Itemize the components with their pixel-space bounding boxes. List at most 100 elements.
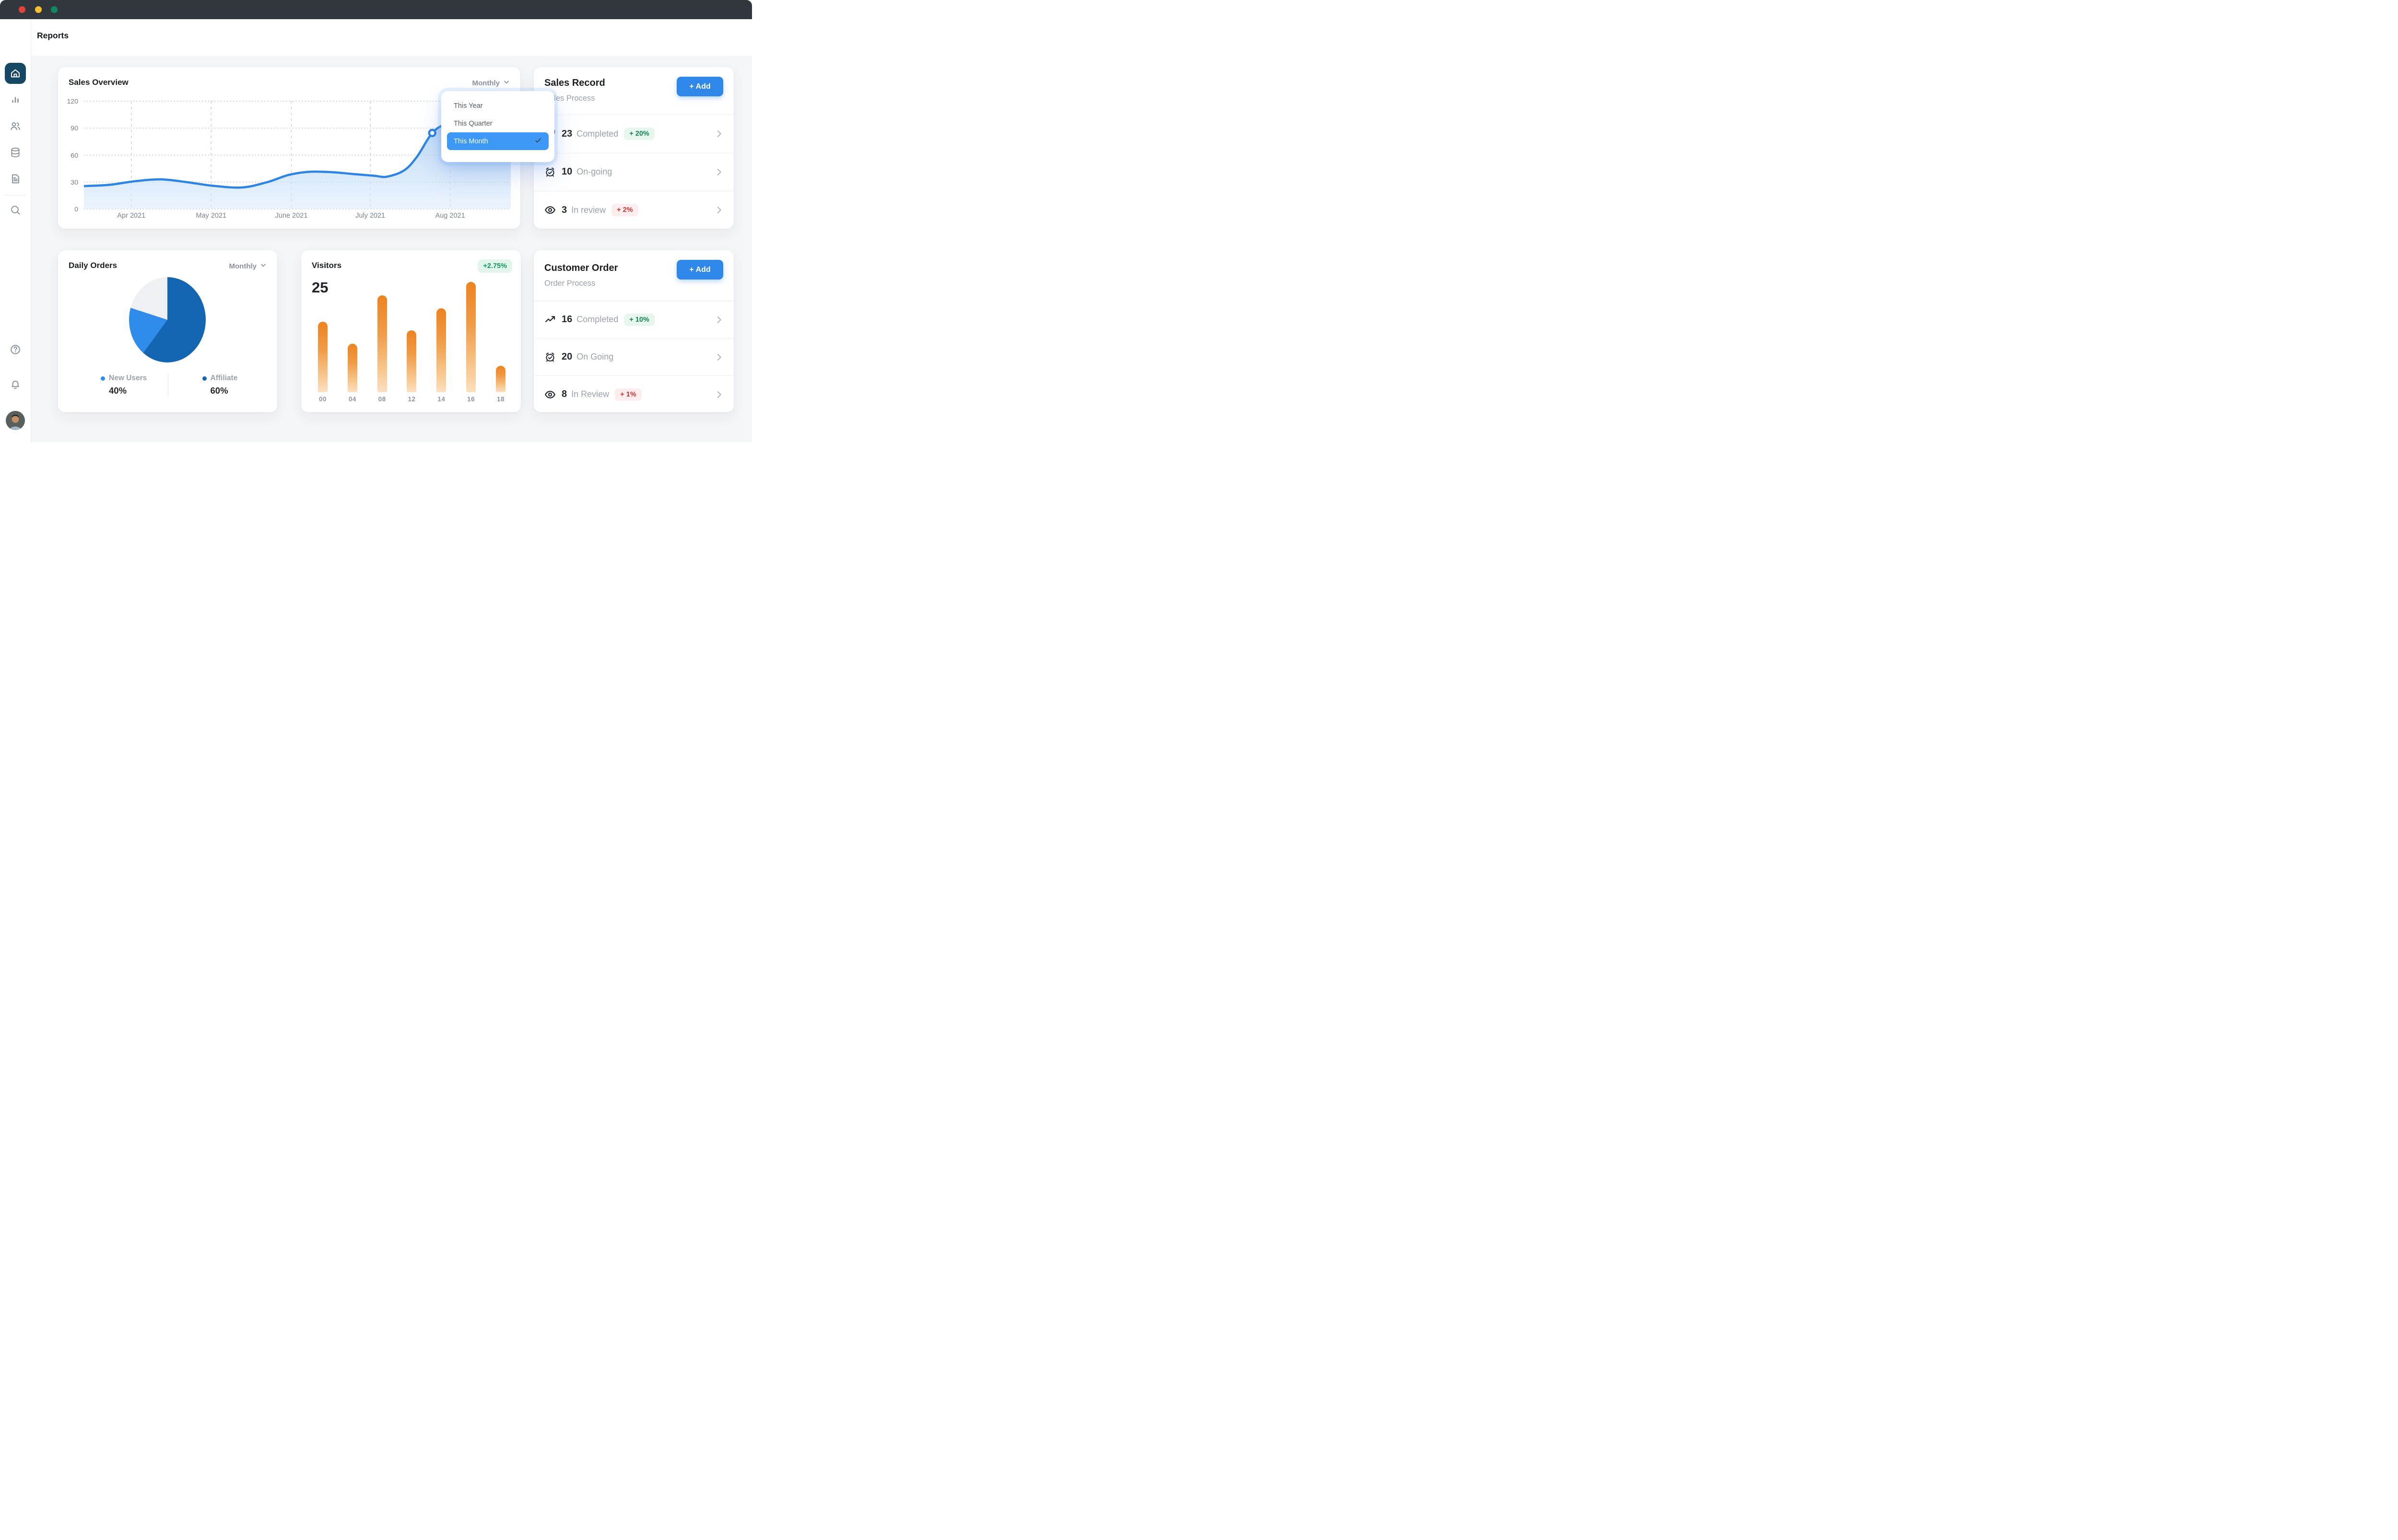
- check-icon: [534, 137, 542, 146]
- chevron-right-icon[interactable]: [714, 315, 724, 325]
- sidebar-item-documents[interactable]: [5, 168, 26, 189]
- sales-overview-title: Sales Overview: [69, 78, 129, 87]
- y-tick-label: 0: [74, 205, 78, 213]
- sales-record-title: Sales Record: [544, 78, 605, 88]
- sidebar-item-customers[interactable]: [5, 116, 26, 137]
- bar-label: 00: [318, 396, 327, 403]
- customer-order-row-ongoing[interactable]: 20 On Going: [534, 338, 734, 375]
- y-tick-label: 60: [71, 151, 78, 159]
- zoom-window-button[interactable]: [51, 6, 58, 13]
- sales-overview-filter[interactable]: Monthly: [472, 79, 510, 87]
- daily-orders-filter[interactable]: Monthly: [229, 262, 267, 270]
- chevron-right-icon[interactable]: [714, 167, 724, 177]
- database-icon: [10, 147, 21, 158]
- daily-orders-title: Daily Orders: [69, 261, 118, 270]
- customer-order-row-completed[interactable]: 16 Completed + 10%: [534, 301, 734, 338]
- sidebar-divider: [5, 195, 26, 196]
- visitor-bar: [347, 343, 357, 392]
- user-avatar[interactable]: [6, 411, 25, 430]
- chevron-right-icon[interactable]: [714, 352, 724, 362]
- legend-label: New Users: [109, 374, 147, 382]
- customer-order-add-button[interactable]: + Add: [677, 260, 723, 280]
- sidebar-item-database[interactable]: [5, 142, 26, 163]
- search-icon: [10, 204, 21, 216]
- visitors-card: Visitors +2.75% 25 00 04 08 12 14 16 18: [301, 250, 521, 412]
- eye-icon: [544, 389, 556, 400]
- page-title: Reports: [37, 31, 69, 40]
- dropdown-item-label: This Month: [454, 137, 488, 145]
- daily-orders-card: Daily Orders Monthly New Users 40% Affil…: [58, 250, 277, 412]
- sales-record-card: Sales Record Sales Process + Add 23 Comp…: [534, 67, 734, 229]
- avatar-photo: [6, 411, 25, 430]
- filter-label: Monthly: [229, 262, 257, 270]
- row-value: 23: [562, 128, 573, 139]
- sidebar-item-help[interactable]: [5, 339, 26, 360]
- row-label: Completed: [576, 315, 619, 324]
- close-window-button[interactable]: [19, 6, 25, 13]
- sales-line-chart: [82, 101, 512, 210]
- chevron-down-icon: [260, 262, 267, 270]
- users-icon: [10, 120, 21, 132]
- sales-overview-x-axis: Apr 2021 May 2021 June 2021 July 2021 Aug 20…: [84, 212, 511, 222]
- row-badge: + 10%: [624, 313, 655, 326]
- row-value: 20: [562, 351, 573, 362]
- chevron-down-icon: [503, 79, 510, 87]
- sidebar-item-notifications[interactable]: [5, 374, 26, 395]
- bar-label: 18: [496, 396, 505, 403]
- daily-orders-pie-chart: [129, 277, 206, 362]
- dropdown-item-this-quarter[interactable]: This Quarter: [454, 119, 493, 128]
- legend-item-new-users: New Users 40%: [58, 374, 168, 396]
- sales-record-row-completed[interactable]: 23 Completed + 20%: [534, 115, 734, 153]
- visitor-bar: [466, 282, 476, 392]
- sidebar-item-home[interactable]: [5, 63, 26, 84]
- sidebar-item-search[interactable]: [5, 199, 26, 221]
- visitor-bar: [377, 295, 387, 392]
- home-icon: [10, 68, 21, 79]
- sales-overview-y-axis: 0 30 60 90 120: [58, 97, 80, 213]
- chevron-right-icon[interactable]: [714, 205, 724, 215]
- window-titlebar: [0, 0, 752, 19]
- row-badge: + 20%: [624, 128, 655, 140]
- visitors-x-axis: 00 04 08 12 14 16 18: [301, 396, 521, 405]
- minimize-window-button[interactable]: [35, 6, 42, 13]
- x-tick-label: May 2021: [196, 212, 227, 220]
- row-label: Completed: [576, 128, 619, 139]
- visitors-count: 25: [312, 279, 329, 296]
- row-value: 3: [562, 204, 567, 215]
- app-window: Reports: [0, 0, 752, 442]
- visitors-bar-chart: [301, 282, 521, 392]
- sales-record-row-ongoing[interactable]: 10 On-going: [534, 152, 734, 191]
- trending-up-icon: [544, 314, 556, 326]
- x-tick-label: June 2021: [275, 212, 308, 220]
- filter-label: Monthly: [472, 79, 500, 87]
- customer-order-subtitle: Order Process: [544, 279, 596, 288]
- customer-order-row-in-review[interactable]: 8 In Review + 1%: [534, 375, 734, 413]
- sales-record-row-in-review[interactable]: 3 In review + 2%: [534, 191, 734, 229]
- visitor-bar: [495, 365, 505, 392]
- customer-order-title: Customer Order: [544, 263, 618, 273]
- bar-chart-icon: [10, 94, 21, 105]
- bell-icon: [10, 379, 21, 390]
- chevron-right-icon[interactable]: [714, 128, 724, 139]
- dropdown-item-this-month[interactable]: This Month: [447, 132, 549, 150]
- chevron-right-icon[interactable]: [714, 389, 724, 400]
- help-circle-icon: [10, 344, 21, 355]
- page-header: [31, 19, 752, 56]
- customer-order-header: Customer Order Order Process + Add: [534, 250, 734, 301]
- sales-record-add-button[interactable]: + Add: [677, 77, 723, 96]
- row-label: In review: [571, 205, 606, 215]
- sidebar-item-analytics[interactable]: [5, 89, 26, 110]
- sales-record-subtitle: Sales Process: [544, 94, 595, 103]
- row-value: 10: [562, 166, 573, 177]
- row-value: 16: [562, 314, 573, 325]
- visitors-growth-badge: +2.75%: [478, 259, 512, 273]
- row-label: In Review: [571, 389, 610, 399]
- legend-dot: [101, 376, 105, 381]
- legend-value: 60%: [210, 385, 228, 396]
- row-label: On-going: [576, 167, 612, 177]
- dropdown-item-this-year[interactable]: This Year: [454, 102, 483, 110]
- x-tick-label: Apr 2021: [117, 212, 146, 220]
- visitor-bar: [436, 308, 447, 392]
- sales-overview-plot: [82, 99, 512, 213]
- row-label: On Going: [576, 352, 614, 362]
